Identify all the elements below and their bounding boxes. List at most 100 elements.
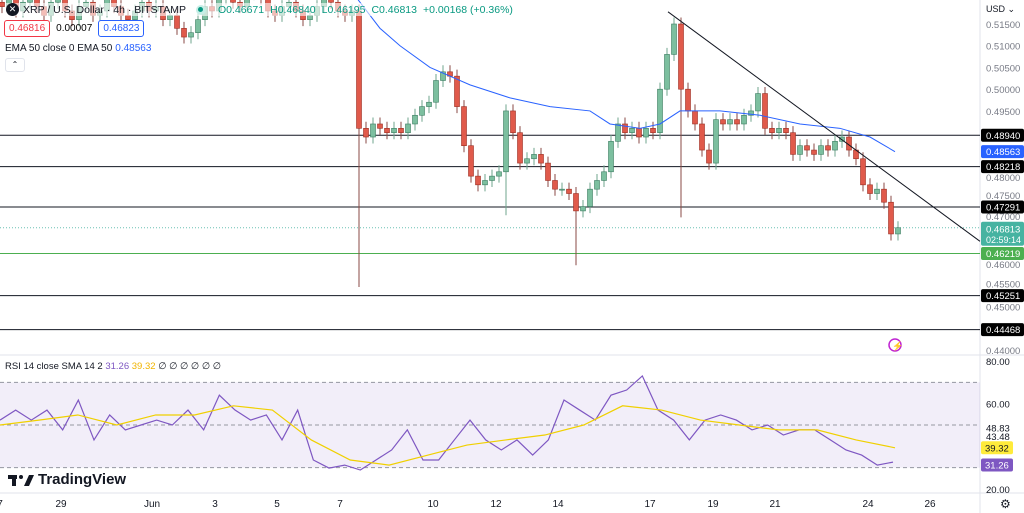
candle-body — [713, 119, 719, 164]
candle-body — [692, 110, 698, 125]
candle-body — [356, 10, 362, 129]
candle-body — [678, 23, 684, 90]
candle-body — [489, 175, 495, 181]
trade-row: 0.46816 0.00007 0.46823 — [4, 20, 145, 37]
candle-body — [531, 154, 537, 160]
descending-trendline — [667, 11, 981, 242]
candle-body — [888, 201, 894, 235]
level-price-label: 0.46219 — [986, 249, 1020, 260]
candle-body — [664, 54, 670, 90]
candle-body — [839, 136, 845, 142]
candle-body — [860, 158, 866, 186]
ema-value: 0.48563 — [115, 43, 152, 54]
candle-body — [769, 128, 775, 133]
rsi-tick-label: 43.48 — [986, 432, 1010, 443]
candle-body — [811, 149, 817, 155]
candle-body — [384, 128, 390, 133]
high-value: H0.46840 — [270, 3, 316, 16]
candle-body — [755, 93, 761, 112]
rsi-tick-label: 48.83 — [986, 423, 1010, 434]
time-tick-label: 10 — [427, 499, 439, 510]
price-tick-label: 0.45500 — [986, 280, 1020, 291]
rsi-label: RSI 14 close SMA 14 2 — [5, 361, 103, 372]
time-tick-label: 12 — [490, 499, 502, 510]
sell-button[interactable]: 0.46816 — [4, 20, 51, 37]
time-tick-label: 19 — [707, 499, 719, 510]
candle-body — [790, 132, 796, 155]
candle-body — [377, 123, 383, 129]
level-price-label: 0.47291 — [986, 202, 1020, 213]
candle-body — [671, 23, 677, 55]
candle-body — [741, 114, 747, 125]
ema-legend[interactable]: EMA 50 close 0 EMA 50 0.48563 — [5, 43, 151, 54]
settings-gear-icon[interactable]: ⚙ — [1000, 497, 1011, 511]
level-price-label: 0.45251 — [986, 291, 1020, 302]
rsi-value: 31.26 — [105, 361, 130, 372]
candle-body — [622, 123, 628, 133]
candle-body — [881, 188, 887, 203]
open-value: O0.46671 — [217, 3, 265, 16]
level-price-tag — [981, 200, 1024, 214]
market-open-icon — [195, 4, 206, 15]
buy-button[interactable]: 0.46823 — [98, 20, 145, 37]
symbol-title[interactable]: XRP / U.S. Dollar · 4h · BITSTAMP — [23, 3, 186, 16]
xrp-logo-icon: ✕ — [6, 3, 19, 16]
tradingview-logo-icon — [8, 474, 34, 486]
price-tick-label: 0.51000 — [986, 42, 1020, 53]
candle-body — [601, 171, 607, 181]
time-tick-label: 5 — [274, 499, 280, 510]
time-tick-label: 26 — [924, 499, 936, 510]
price-tick-label: 0.47500 — [986, 191, 1020, 202]
candle-body — [706, 149, 712, 164]
candle-body — [0, 1, 5, 7]
rsi-tick-label: 80.00 — [986, 357, 1010, 368]
candle-body — [538, 154, 544, 164]
candle-body — [181, 28, 187, 38]
rsi-sma-tag — [981, 441, 1013, 455]
candle-body — [874, 188, 880, 194]
candle-body — [650, 128, 656, 133]
alert-lightning-icon — [888, 338, 902, 352]
collapse-legend-button[interactable]: ⌃ — [5, 58, 25, 72]
candle-body — [573, 193, 579, 212]
candle-body — [615, 123, 621, 142]
rsi-legend[interactable]: RSI 14 close SMA 14 2 31.26 39.32 ∅ ∅ ∅ … — [5, 361, 221, 372]
candle-body — [748, 110, 754, 116]
change-value: +0.00168 (+0.36%) — [423, 3, 513, 16]
candle-body — [503, 110, 509, 173]
candle-body — [559, 188, 565, 191]
time-tick-label: 14 — [552, 499, 564, 510]
tradingview-logo[interactable]: TradingView — [8, 471, 126, 488]
last-price-tag — [981, 221, 1024, 246]
candle-body — [867, 184, 873, 194]
candle-body — [699, 123, 705, 151]
candle-body — [783, 128, 789, 133]
lightning-glyph: ⚡ — [892, 340, 903, 352]
candle-body — [405, 123, 411, 133]
candle-body — [188, 32, 194, 38]
candle-body — [797, 145, 803, 155]
time-tick-label: 24 — [862, 499, 874, 510]
close-value: C0.46813 — [371, 3, 417, 16]
candle-body — [657, 88, 663, 133]
spread-value: 0.00007 — [56, 23, 93, 34]
price-tick-label: 0.48000 — [986, 173, 1020, 184]
level-price-tag — [981, 160, 1024, 174]
time-tick-label: Jun — [144, 499, 160, 510]
candle-body — [524, 158, 530, 164]
candle-body — [734, 119, 740, 125]
time-tick-label: 7 — [337, 499, 343, 510]
candle-body — [825, 145, 831, 151]
candle-body — [818, 145, 824, 155]
candle-body — [552, 180, 558, 190]
currency-select[interactable]: USD ⌄ — [986, 4, 1015, 15]
level-price-tag — [981, 323, 1024, 337]
price-tick-label: 0.49500 — [986, 107, 1020, 118]
currency-label: USD — [986, 4, 1006, 14]
candle-body — [720, 119, 726, 125]
candle-body — [433, 80, 439, 103]
candle-body — [27, 0, 33, 3]
candle-body — [426, 101, 432, 107]
candle-body — [594, 180, 600, 190]
